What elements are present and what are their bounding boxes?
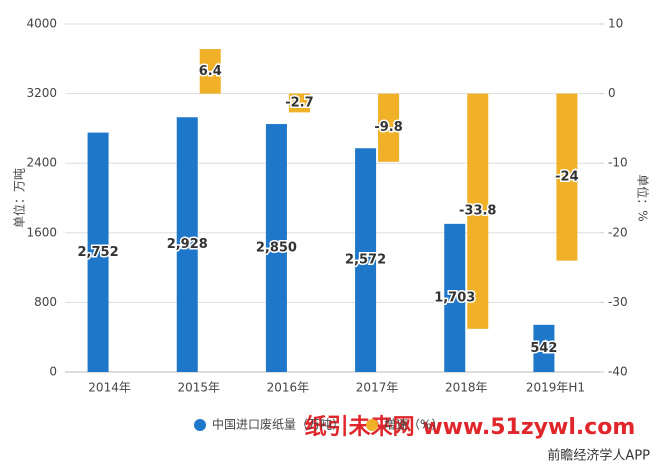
y2-tick-label: -30 bbox=[608, 295, 628, 309]
bar bbox=[288, 93, 310, 113]
value-label: -9.8 bbox=[374, 120, 402, 135]
value-label: 6.4 bbox=[199, 64, 222, 79]
y-tick-label: 1600 bbox=[26, 225, 57, 239]
x-tick-label: 2015年 bbox=[177, 381, 220, 395]
x-tick-label: 2019年H1 bbox=[526, 381, 585, 395]
legend-label: 增速（%） bbox=[384, 418, 443, 432]
y2-axis-title: 单位：% bbox=[636, 174, 651, 221]
value-label: -33.8 bbox=[459, 204, 496, 219]
x-tick-label: 2016年 bbox=[267, 381, 310, 395]
value-label: 542 bbox=[530, 341, 557, 356]
value-label: -2.7 bbox=[285, 95, 313, 110]
bar bbox=[265, 124, 287, 372]
y2-tick-label: -40 bbox=[608, 365, 628, 379]
value-label: 2,928 bbox=[167, 237, 208, 252]
y2-tick-label: -10 bbox=[608, 156, 628, 170]
x-tick-label: 2017年 bbox=[356, 381, 399, 395]
x-tick-label: 2018年 bbox=[445, 381, 488, 395]
bar bbox=[355, 148, 377, 372]
bar bbox=[556, 93, 578, 261]
legend-marker bbox=[194, 419, 206, 431]
watermark: 纸引未来网 www.51zywl.com bbox=[305, 414, 636, 440]
legend-label: 中国进口废纸量（万吨） bbox=[212, 417, 344, 432]
bar bbox=[87, 132, 109, 372]
y2-tick-label: 10 bbox=[608, 17, 623, 31]
bar bbox=[533, 324, 555, 372]
y-axis-title: 单位：万吨 bbox=[12, 168, 27, 228]
y-tick-label: 800 bbox=[34, 295, 57, 309]
value-label: -24 bbox=[555, 170, 579, 185]
x-tick-label: 2014年 bbox=[88, 381, 131, 395]
y-tick-label: 3200 bbox=[26, 86, 57, 100]
bar bbox=[467, 93, 489, 329]
source: 前瞻经济学人APP bbox=[547, 448, 650, 464]
value-label: 1,703 bbox=[434, 290, 475, 305]
y2-tick-label: -20 bbox=[608, 225, 628, 239]
value-label: 2,572 bbox=[345, 253, 386, 268]
y2-tick-label: 0 bbox=[608, 86, 616, 100]
value-label: 2,850 bbox=[256, 241, 297, 256]
bar bbox=[199, 49, 221, 94]
bar bbox=[378, 93, 400, 162]
bar bbox=[444, 223, 466, 372]
value-label: 2,752 bbox=[78, 245, 119, 260]
y-tick-label: 0 bbox=[49, 365, 57, 379]
bar bbox=[176, 117, 198, 372]
y-tick-label: 2400 bbox=[26, 156, 57, 170]
legend-marker bbox=[366, 419, 379, 431]
y-tick-label: 4000 bbox=[26, 17, 57, 31]
